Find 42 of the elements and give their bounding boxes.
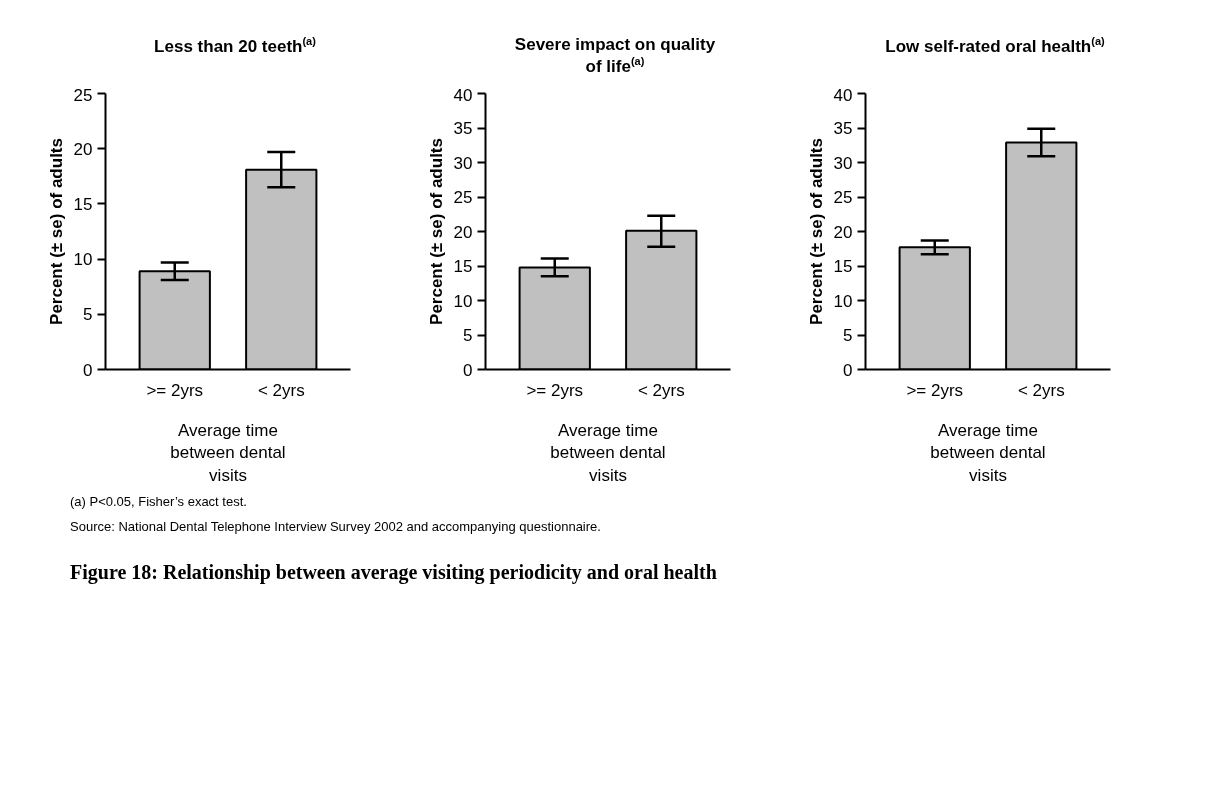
- y-tick-label: 10: [73, 250, 93, 270]
- chart-title: Severe impact on quality of life$^{(a)}$: [513, 35, 717, 78]
- y-tick-label: 10: [453, 291, 473, 311]
- x-axis-title: Average time between dental visits: [170, 420, 286, 486]
- y-tick-label: 10: [833, 291, 853, 311]
- x-tick-label: >= 2yrs: [146, 380, 204, 400]
- y-tick-label: 20: [453, 222, 473, 242]
- y-tick-label: 25: [453, 188, 473, 207]
- y-tick-label: 20: [833, 222, 853, 242]
- text: (a) P<0.05, Fisher’s exact test.: [70, 493, 248, 511]
- x-tick-label: >= 2yrs: [906, 380, 964, 400]
- y-tick-label: 25: [73, 85, 93, 105]
- x-axis-title: Average time between dental visits: [930, 420, 1046, 486]
- y-tick-label: 5: [83, 305, 93, 325]
- y-tick-label: 30: [833, 153, 853, 173]
- y-tick-label: 0: [463, 360, 473, 380]
- chart-title: Low self-rated oral health$^{(a)}$: [885, 35, 1105, 58]
- x-axis-title: Average time between dental visits: [550, 420, 666, 486]
- y-axis-title: Percent (± se) of adults: [426, 138, 446, 325]
- y-tick-label: 5: [463, 326, 473, 345]
- x-tick-label: < 2yrs: [1017, 380, 1065, 400]
- y-tick-label: 35: [833, 119, 853, 138]
- y-tick-label: 40: [833, 85, 853, 105]
- y-tick-label: 15: [833, 257, 853, 276]
- y-tick-label: 5: [843, 326, 853, 345]
- y-tick-label: 0: [843, 360, 853, 380]
- y-tick-label: 0: [83, 360, 93, 380]
- y-tick-label: 20: [73, 139, 93, 159]
- x-tick-label: >= 2yrs: [526, 380, 584, 400]
- y-tick-label: 30: [453, 153, 473, 173]
- y-axis-title: Percent (± se) of adults: [46, 138, 66, 325]
- y-tick-label: 15: [453, 257, 473, 276]
- x-tick-label: < 2yrs: [637, 380, 685, 400]
- y-axis-title: Percent (± se) of adults: [806, 138, 826, 325]
- y-tick-label: 40: [453, 85, 473, 105]
- x-tick-label: < 2yrs: [257, 380, 305, 400]
- text: Figure 18: Relationship between average visiting periodicity and oral health: [70, 560, 717, 586]
- y-tick-label: 15: [73, 194, 93, 214]
- chart-title: Less than 20 teeth$^{(a)}$: [153, 35, 317, 58]
- y-tick-label: 35: [453, 119, 473, 138]
- y-tick-label: 25: [833, 188, 853, 207]
- source-note: Source: National Dental Telephone Interview Survey 2002 and accompanying questionnaire.: [70, 517, 602, 536]
